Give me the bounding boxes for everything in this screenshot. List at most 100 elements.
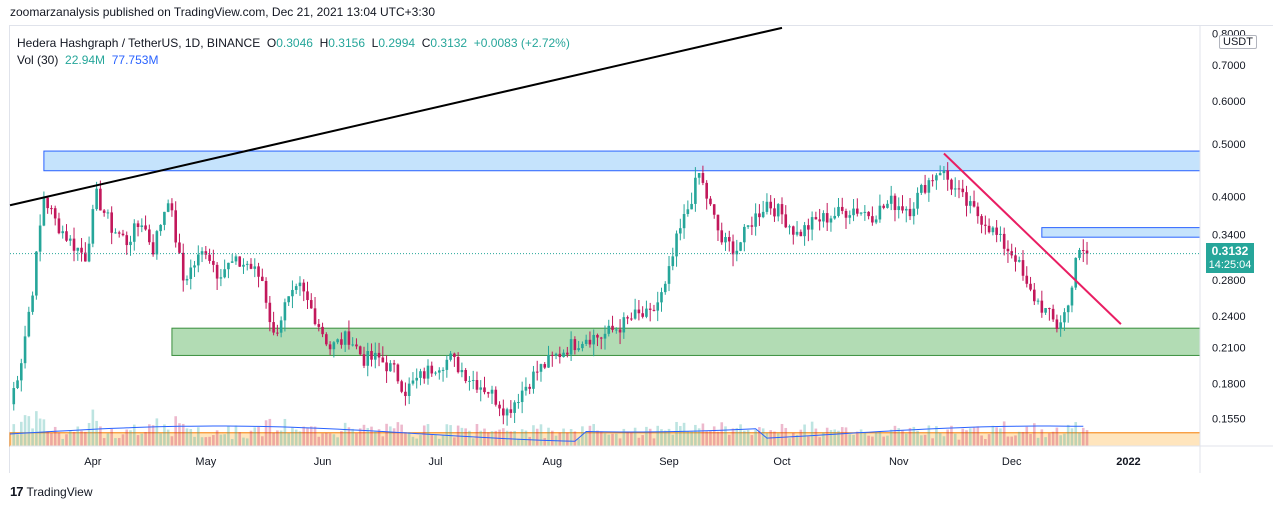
- candle-body: [882, 205, 885, 208]
- candle-body: [769, 201, 772, 209]
- publish-info: zoomarzanalysis published on TradingView…: [10, 5, 436, 19]
- candle-body: [758, 213, 761, 218]
- volume-bar: [351, 428, 354, 446]
- volume-bar: [1006, 436, 1010, 446]
- candle-body: [569, 339, 573, 355]
- volume-bar: [596, 430, 599, 446]
- candle-body: [539, 364, 543, 372]
- volume-bar: [294, 429, 298, 446]
- volume-bar: [652, 438, 656, 446]
- volume-bar: [1044, 437, 1047, 446]
- volume-bar: [679, 426, 682, 446]
- volume-bar: [569, 429, 573, 446]
- candle-body: [91, 209, 95, 244]
- candle-body: [42, 197, 46, 226]
- candle-body: [257, 266, 260, 277]
- volume-bar: [814, 428, 818, 446]
- volume-bar: [987, 434, 991, 446]
- volume-bar: [893, 425, 897, 446]
- volume-bar: [1070, 428, 1074, 446]
- volume-bar: [419, 435, 422, 446]
- trendlines: [9, 26, 1200, 325]
- volume-bar: [938, 433, 942, 446]
- candle-body: [950, 179, 953, 190]
- volume-bar: [415, 438, 419, 446]
- volume-bar: [385, 423, 388, 446]
- candle-body: [856, 208, 859, 214]
- candle-body: [1051, 308, 1055, 320]
- volume-bar: [550, 430, 554, 446]
- volume-bar: [249, 430, 253, 446]
- bar-countdown: 14:25:04: [1208, 259, 1252, 271]
- volume-bar: [464, 428, 467, 446]
- volume-bar: [935, 426, 938, 446]
- candle-body: [1025, 275, 1029, 284]
- volume-bar: [279, 430, 283, 446]
- volume-ma-value: 77.753M: [111, 53, 159, 67]
- candle-body: [867, 211, 870, 217]
- candle-body: [121, 233, 125, 236]
- volume-bar: [618, 438, 622, 446]
- candle-body: [117, 232, 121, 234]
- volume-bar: [163, 424, 166, 446]
- volume-bar: [746, 429, 750, 446]
- candle-body: [791, 226, 795, 235]
- candle-body: [302, 282, 306, 292]
- candle-body: [227, 262, 230, 270]
- volume-bar: [791, 432, 795, 446]
- candle-body: [125, 235, 129, 246]
- candle-body: [1021, 260, 1025, 276]
- candle-body: [483, 387, 486, 393]
- volume-bar: [19, 421, 23, 446]
- candle-body: [242, 264, 245, 267]
- candle-body: [972, 201, 976, 207]
- volume-bar: [547, 427, 550, 446]
- volume-bar: [1078, 432, 1081, 446]
- volume-bar: [701, 423, 705, 446]
- time-tick-label: May: [195, 456, 216, 468]
- candle-body: [230, 261, 234, 263]
- volume-bar: [761, 428, 765, 446]
- tradingview-logo-text: TradingView: [26, 484, 93, 499]
- volume-bar: [253, 427, 257, 446]
- candle-body: [415, 377, 419, 381]
- candle-body: [351, 344, 354, 346]
- candle-body: [633, 309, 637, 319]
- candle-body: [325, 334, 328, 345]
- candle-body: [795, 231, 799, 235]
- candle-body: [942, 170, 946, 174]
- volume-bar: [27, 416, 31, 446]
- currency-label[interactable]: USDT: [1219, 35, 1257, 49]
- candle-body: [490, 389, 494, 394]
- volume-bar: [539, 424, 543, 446]
- candle-body: [1036, 300, 1040, 302]
- volume-bar: [1025, 426, 1029, 446]
- candle-body: [430, 365, 434, 374]
- time-tick-label: Apr: [84, 456, 101, 468]
- volume-bar: [581, 426, 584, 446]
- candle-body: [648, 308, 652, 310]
- tradingview-logo[interactable]: 17 TradingView: [10, 484, 93, 499]
- open-value: 0.3046: [276, 36, 313, 50]
- volume-bar: [882, 436, 885, 446]
- volume-bar: [242, 437, 245, 446]
- volume-bar: [731, 428, 735, 446]
- candle-body: [313, 308, 317, 325]
- volume-bar: [697, 428, 701, 446]
- chart-frame[interactable]: [9, 25, 1273, 473]
- candle-body: [953, 188, 957, 190]
- candle-body: [520, 390, 524, 403]
- volume-bar: [558, 432, 562, 446]
- volume-bar: [114, 438, 117, 446]
- candle-body: [253, 266, 257, 269]
- candle-body: [291, 289, 294, 297]
- volume-bar: [366, 427, 370, 446]
- volume-bar: [148, 424, 151, 446]
- candle-body: [991, 227, 995, 233]
- price-tick-label: 0.2800: [1212, 275, 1246, 287]
- candle-body: [76, 247, 80, 251]
- candle-body: [761, 211, 765, 218]
- candle-body: [16, 380, 19, 389]
- candle-body: [999, 233, 1002, 235]
